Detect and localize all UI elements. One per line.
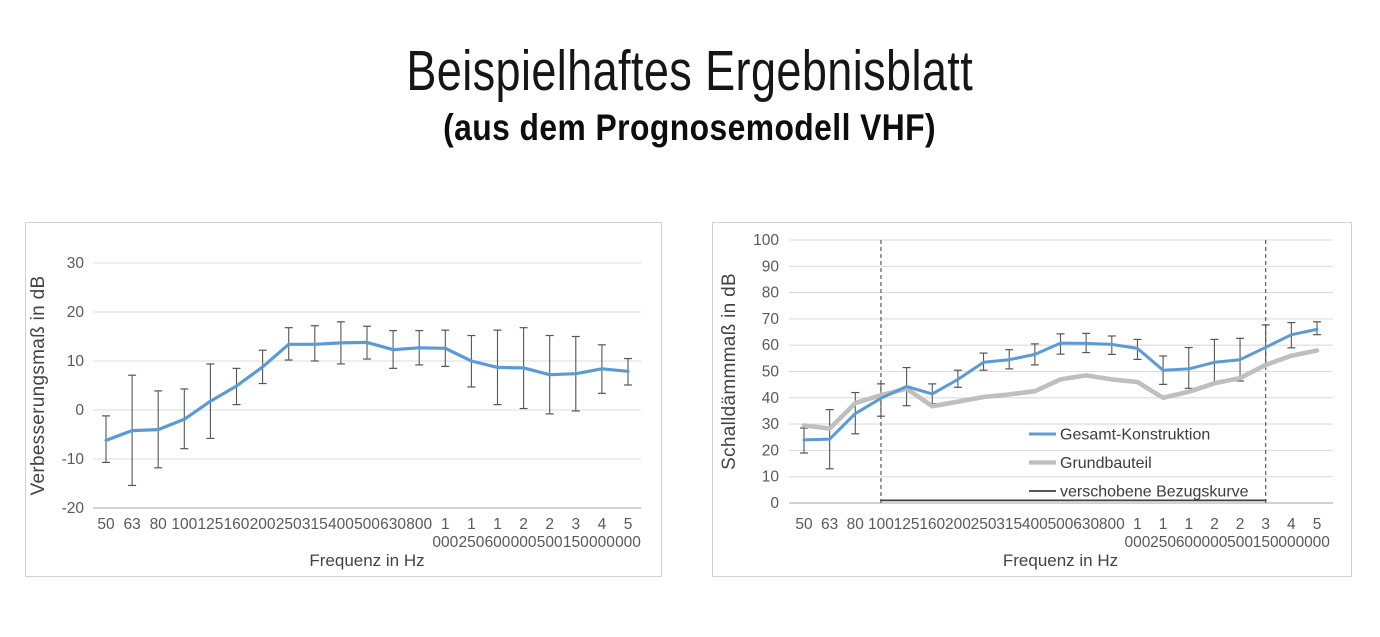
svg-text:Grundbauteil: Grundbauteil bbox=[1060, 455, 1152, 472]
svg-text:500: 500 bbox=[354, 516, 380, 533]
svg-text:63: 63 bbox=[123, 516, 140, 533]
svg-text:20: 20 bbox=[67, 304, 85, 321]
svg-text:250: 250 bbox=[458, 534, 484, 551]
svg-text:90: 90 bbox=[762, 258, 780, 275]
svg-text:50: 50 bbox=[762, 364, 780, 381]
svg-text:400: 400 bbox=[1022, 516, 1048, 533]
svg-text:000: 000 bbox=[1304, 534, 1330, 551]
svg-text:200: 200 bbox=[250, 516, 276, 533]
svg-text:Schalldämmmaß in dB: Schalldämmmaß in dB bbox=[719, 273, 740, 470]
svg-text:160: 160 bbox=[919, 516, 945, 533]
svg-text:50: 50 bbox=[97, 516, 115, 533]
svg-text:0: 0 bbox=[75, 402, 84, 419]
svg-text:10: 10 bbox=[762, 469, 780, 486]
svg-text:500: 500 bbox=[537, 534, 563, 551]
svg-text:80: 80 bbox=[762, 285, 780, 302]
svg-text:630: 630 bbox=[380, 516, 406, 533]
svg-text:-10: -10 bbox=[62, 451, 85, 468]
svg-text:2: 2 bbox=[519, 516, 528, 533]
svg-text:000: 000 bbox=[1201, 534, 1227, 551]
svg-text:000: 000 bbox=[615, 534, 641, 551]
svg-text:80: 80 bbox=[150, 516, 168, 533]
page-title: Beispielhaftes Ergebnisblatt bbox=[406, 39, 974, 103]
svg-text:600: 600 bbox=[485, 534, 511, 551]
svg-text:verschobene Bezugskurve: verschobene Bezugskurve bbox=[1060, 484, 1249, 501]
svg-text:1: 1 bbox=[1133, 516, 1142, 533]
svg-text:000: 000 bbox=[589, 534, 615, 551]
svg-text:2: 2 bbox=[1236, 516, 1245, 533]
svg-text:000: 000 bbox=[1278, 534, 1304, 551]
svg-text:-20: -20 bbox=[62, 500, 85, 517]
svg-text:60: 60 bbox=[762, 337, 780, 354]
svg-text:100: 100 bbox=[868, 516, 894, 533]
svg-text:800: 800 bbox=[1099, 516, 1125, 533]
svg-text:3: 3 bbox=[571, 516, 580, 533]
svg-text:2: 2 bbox=[545, 516, 554, 533]
svg-text:20: 20 bbox=[762, 442, 780, 459]
svg-text:315: 315 bbox=[302, 516, 328, 533]
svg-text:400: 400 bbox=[328, 516, 354, 533]
svg-text:5: 5 bbox=[1313, 516, 1322, 533]
svg-text:100: 100 bbox=[753, 232, 779, 249]
svg-text:125: 125 bbox=[197, 516, 223, 533]
svg-text:125: 125 bbox=[894, 516, 920, 533]
sound-insulation-chart-panel: 0 10 20 30 40 50 60 70 80 90 100 50 63 80 100 125 160 200… bbox=[712, 222, 1352, 577]
svg-text:4: 4 bbox=[598, 516, 607, 533]
svg-text:10: 10 bbox=[67, 353, 85, 370]
svg-text:0: 0 bbox=[770, 495, 779, 512]
svg-text:80: 80 bbox=[847, 516, 865, 533]
svg-text:200: 200 bbox=[945, 516, 971, 533]
svg-text:Frequenz in Hz: Frequenz in Hz bbox=[309, 551, 424, 570]
svg-text:1: 1 bbox=[441, 516, 450, 533]
svg-text:600: 600 bbox=[1176, 534, 1202, 551]
svg-text:Gesamt-Konstruktion: Gesamt-Konstruktion bbox=[1060, 427, 1210, 444]
svg-text:30: 30 bbox=[67, 255, 85, 272]
svg-text:1: 1 bbox=[1159, 516, 1168, 533]
svg-text:315: 315 bbox=[996, 516, 1022, 533]
svg-text:250: 250 bbox=[1150, 534, 1176, 551]
svg-text:500: 500 bbox=[1227, 534, 1253, 551]
svg-text:630: 630 bbox=[1073, 516, 1099, 533]
svg-text:70: 70 bbox=[762, 311, 780, 328]
svg-text:150: 150 bbox=[1253, 534, 1279, 551]
svg-text:3: 3 bbox=[1261, 516, 1270, 533]
svg-text:000: 000 bbox=[511, 534, 537, 551]
svg-text:2: 2 bbox=[1210, 516, 1219, 533]
svg-text:250: 250 bbox=[971, 516, 997, 533]
svg-text:800: 800 bbox=[406, 516, 432, 533]
svg-text:500: 500 bbox=[1048, 516, 1074, 533]
svg-text:000: 000 bbox=[432, 534, 458, 551]
svg-text:1: 1 bbox=[493, 516, 502, 533]
svg-text:250: 250 bbox=[276, 516, 302, 533]
svg-text:100: 100 bbox=[171, 516, 197, 533]
svg-text:1: 1 bbox=[1184, 516, 1193, 533]
svg-text:5: 5 bbox=[624, 516, 633, 533]
svg-text:63: 63 bbox=[821, 516, 838, 533]
improvement-chart-panel: -20 -10 0 10 20 30 50 63 80 100 125 160 200 250 315 400… bbox=[25, 222, 662, 577]
svg-text:4: 4 bbox=[1287, 516, 1296, 533]
svg-text:000: 000 bbox=[1125, 534, 1151, 551]
svg-text:Verbesserungsmaß in dB: Verbesserungsmaß in dB bbox=[28, 276, 49, 496]
svg-text:30: 30 bbox=[762, 416, 780, 433]
svg-text:Frequenz in Hz: Frequenz in Hz bbox=[1003, 551, 1118, 570]
svg-text:160: 160 bbox=[224, 516, 250, 533]
svg-text:1: 1 bbox=[467, 516, 476, 533]
svg-text:50: 50 bbox=[795, 516, 813, 533]
page-subtitle: (aus dem Prognosemodell VHF) bbox=[443, 106, 937, 148]
svg-text:150: 150 bbox=[563, 534, 589, 551]
svg-text:40: 40 bbox=[762, 390, 780, 407]
title-block: Beispielhaftes Ergebnisblatt (aus dem Pr… bbox=[0, 39, 1380, 149]
